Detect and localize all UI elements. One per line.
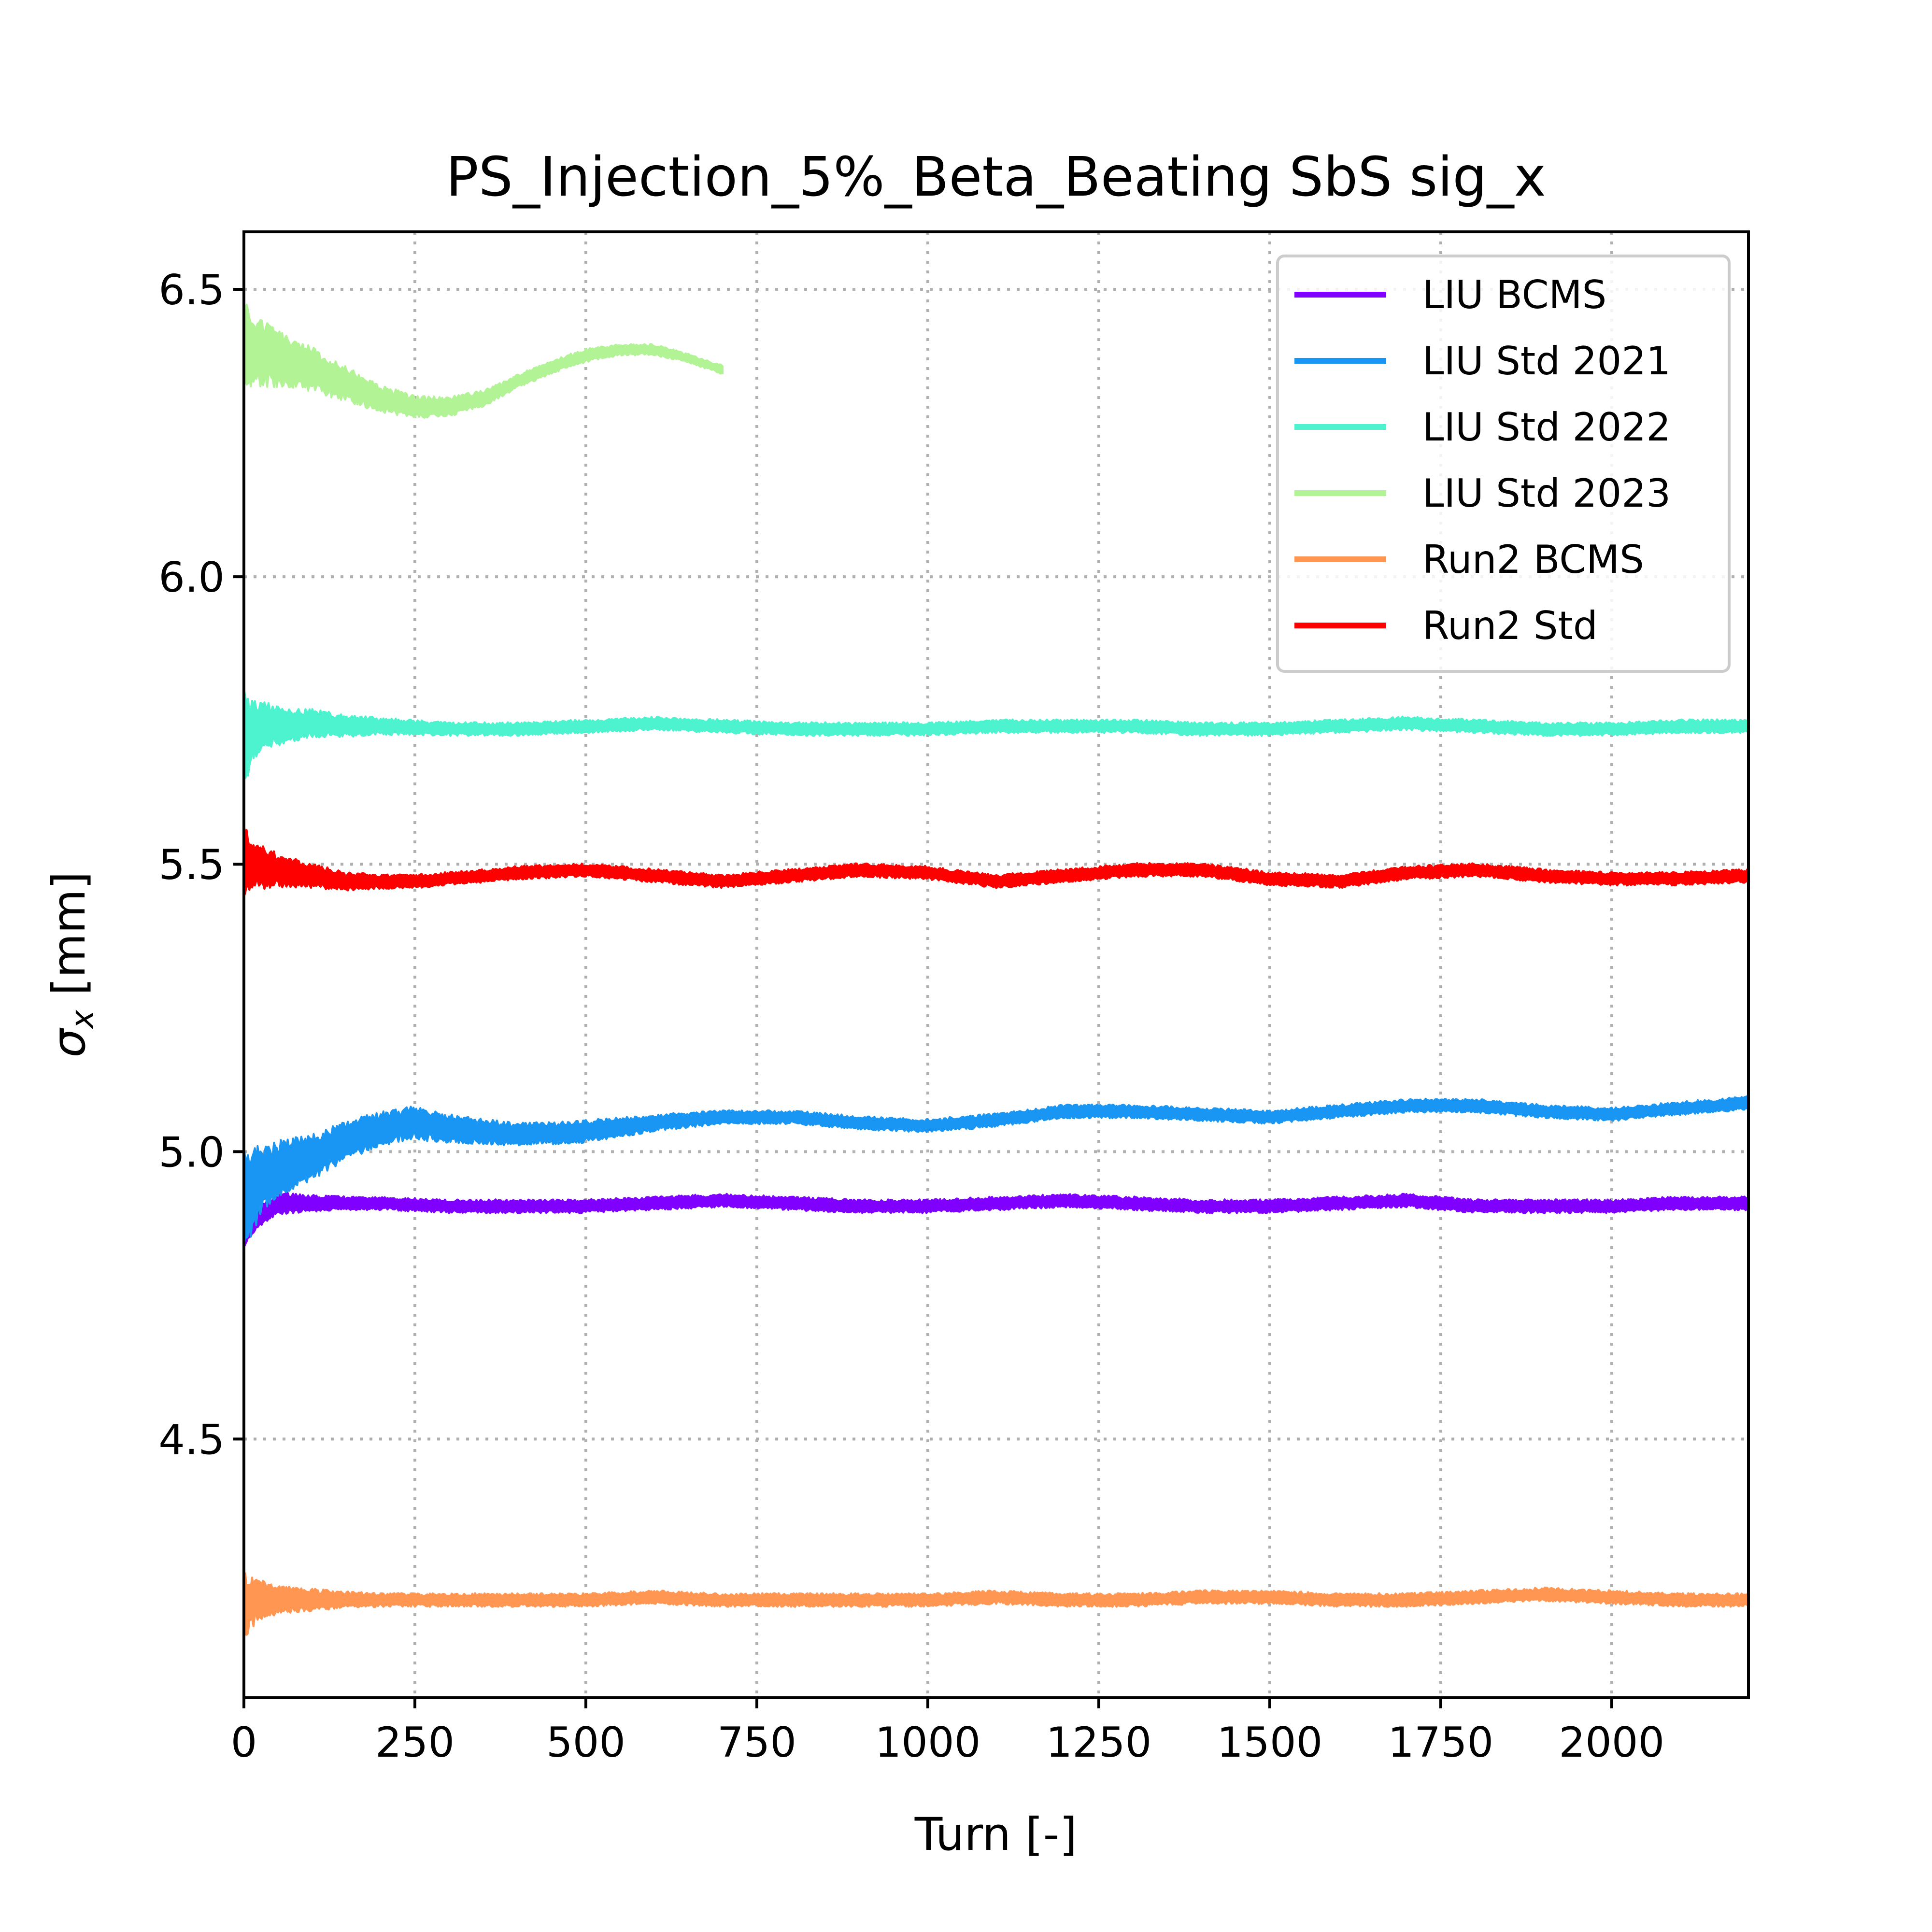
y-tick-label: 5.0 (158, 1128, 225, 1177)
x-tick-label: 1500 (1217, 1719, 1322, 1767)
legend-item: LIU Std 2023 (1294, 471, 1671, 516)
y-tick-label: 5.5 (158, 841, 225, 889)
series-liu-std-2023 (243, 303, 724, 419)
chart-title: PS_Injection_5%_Beta_Beating SbS sig_x (446, 146, 1546, 209)
legend-item: LIU Std 2021 (1294, 339, 1671, 384)
x-tick-label: 750 (717, 1719, 796, 1767)
legend-item: LIU BCMS (1294, 272, 1606, 317)
series-band (243, 303, 724, 419)
legend-label: Run2 BCMS (1422, 537, 1644, 582)
y-axis-label-unit: [mm] (43, 871, 96, 1009)
x-tick-label: 1750 (1388, 1719, 1493, 1767)
y-axis-label-symbol: σ (43, 1028, 96, 1058)
ticks: 0 250 500 750 1000 1250 1500 1750 2000 4.5 5.0 5.5 6… (158, 266, 1664, 1767)
legend-item: LIU Std 2022 (1294, 405, 1671, 450)
x-tick-label: 250 (375, 1719, 455, 1767)
legend-label: Run2 Std (1422, 603, 1598, 648)
x-tick-label: 2000 (1559, 1719, 1664, 1767)
legend-item: Run2 Std (1294, 603, 1598, 648)
y-tick-label: 6.5 (158, 266, 225, 314)
y-axis-label: σx [mm] (43, 871, 101, 1057)
legend-item: Run2 BCMS (1294, 537, 1644, 582)
plot-frame (242, 230, 1750, 1699)
x-tick-label: 500 (546, 1719, 625, 1767)
legend: LIU BCMS LIU Std 2021 LIU Std 2022 LIU Std … (1276, 255, 1731, 673)
legend-label: LIU Std 2022 (1422, 405, 1671, 450)
x-tick-label: 1250 (1046, 1719, 1151, 1767)
y-axis-label-subscript: x (64, 1009, 101, 1030)
y-tick-label: 4.5 (158, 1416, 225, 1464)
legend-box (1276, 255, 1731, 673)
legend-label: LIU BCMS (1422, 272, 1606, 317)
x-tick-label: 1000 (875, 1719, 980, 1767)
y-tick-label: 6.0 (158, 554, 225, 602)
x-tick-label: 0 (231, 1719, 257, 1767)
legend-label: LIU Std 2023 (1422, 471, 1671, 516)
series-layer (243, 303, 1749, 1636)
legend-label: LIU Std 2021 (1422, 339, 1671, 384)
x-axis-label: Turn [-] (914, 1808, 1077, 1861)
